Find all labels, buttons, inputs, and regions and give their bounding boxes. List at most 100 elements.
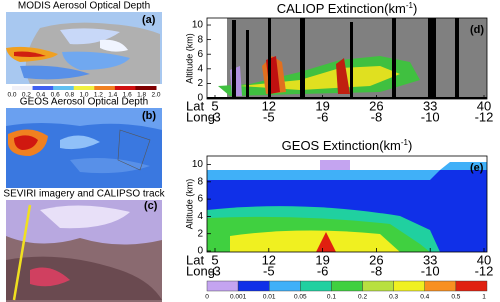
title-part: ) bbox=[408, 138, 412, 153]
superscript: -1 bbox=[401, 138, 409, 147]
long-tick-label: -8 bbox=[371, 109, 383, 124]
curtain-d bbox=[206, 17, 488, 100]
panel-label: (a) bbox=[142, 14, 156, 26]
panel-label: (b) bbox=[142, 110, 156, 122]
lat-tick-label: 33 bbox=[423, 252, 437, 267]
lat-tick-label: 5 bbox=[211, 98, 218, 113]
colorbar-swatch bbox=[331, 280, 363, 292]
y-tick-label: 6 bbox=[197, 49, 203, 60]
y-tick-label: 4 bbox=[197, 211, 203, 222]
long-tick-label: -8 bbox=[371, 263, 383, 278]
y-tick-label: 6 bbox=[197, 194, 203, 205]
colorbar-tick-label: 0 bbox=[205, 294, 209, 301]
panel-label: (e) bbox=[470, 162, 484, 174]
lat-tick-label: 40 bbox=[477, 252, 491, 267]
colorbar-tick-label: 0.3 bbox=[389, 294, 398, 301]
colorbar-swatch bbox=[94, 86, 116, 90]
y-tick-label: 10 bbox=[192, 20, 204, 31]
colorbar-tick-label: 1.6 bbox=[123, 92, 132, 99]
panel-title: GEOS Extinction(km-1) bbox=[282, 138, 413, 153]
lat-tick-label: 40 bbox=[477, 98, 491, 113]
colorbar-swatch bbox=[237, 280, 270, 292]
colorbar-swatch bbox=[32, 86, 54, 90]
y-tick-label: 10 bbox=[192, 159, 204, 170]
colorbar-tick-label: 0.4 bbox=[420, 294, 429, 301]
image-c bbox=[6, 200, 162, 302]
colorbar-swatch bbox=[12, 86, 34, 90]
colorbar-swatch bbox=[53, 86, 75, 90]
colorbar-tick-label: 0.2 bbox=[358, 294, 367, 301]
title-part: ) bbox=[413, 1, 417, 16]
title-part: GEOS Extinction(km bbox=[282, 138, 401, 153]
y-tick-label: 8 bbox=[197, 34, 203, 45]
long-tick-label: -3 bbox=[209, 263, 221, 278]
panel-title: MODIS Aerosol Optical Depth bbox=[18, 1, 150, 12]
long-tick-label: -5 bbox=[263, 263, 275, 278]
long-tick-label: -3 bbox=[209, 109, 221, 124]
y-tick-label: 8 bbox=[197, 176, 203, 187]
long-tick-label: -12 bbox=[475, 109, 494, 124]
y-tick-label: 4 bbox=[197, 63, 203, 74]
colorbar-swatch bbox=[393, 280, 425, 292]
colorbar-tick-label: 0.5 bbox=[451, 294, 460, 301]
colorbar-tick-label: 0.01 bbox=[263, 294, 276, 301]
panel-title: GEOS Aerosol Optical Depth bbox=[20, 97, 148, 108]
lat-label: Lat bbox=[186, 98, 204, 113]
long-tick-label: -12 bbox=[475, 263, 494, 278]
long-tick-label: -6 bbox=[317, 263, 329, 278]
y-tick-label: 0 bbox=[197, 93, 203, 104]
y-tick-label: 2 bbox=[197, 228, 203, 239]
long-tick-label: -10 bbox=[421, 109, 440, 124]
long-label: Long bbox=[186, 109, 215, 124]
lat-tick-label: 19 bbox=[315, 98, 329, 113]
curtain-e bbox=[206, 155, 488, 253]
colorbar-tick-label: 1.4 bbox=[108, 92, 117, 99]
colorbar-swatch bbox=[206, 280, 239, 292]
lat-tick-label: 26 bbox=[369, 252, 383, 267]
colorbar-tick-label: 0.1 bbox=[327, 294, 336, 301]
lat-tick-label: 33 bbox=[423, 98, 437, 113]
panel-label: (c) bbox=[144, 200, 158, 212]
y-tick-label: 2 bbox=[197, 78, 203, 89]
y-tick-label: 0 bbox=[197, 246, 203, 257]
panel-title: CALIOP Extinction(km-1) bbox=[277, 1, 418, 16]
lat-tick-label: 19 bbox=[315, 252, 329, 267]
colorbar-swatch bbox=[424, 280, 457, 292]
long-tick-label: -10 bbox=[421, 263, 440, 278]
colorbar-tick-label: 0.6 bbox=[51, 92, 60, 99]
map-a bbox=[6, 12, 162, 85]
long-tick-label: -5 bbox=[263, 109, 275, 124]
colorbar-tick-label: 0.0 bbox=[7, 92, 16, 99]
title-part: CALIOP Extinction(km bbox=[277, 1, 406, 16]
colorbar-swatch bbox=[455, 280, 488, 292]
lat-tick-label: 26 bbox=[369, 98, 383, 113]
long-tick-label: -6 bbox=[317, 109, 329, 124]
lat-tick-label: 12 bbox=[262, 98, 276, 113]
colorbar-swatch bbox=[362, 280, 394, 292]
colorbar-tick-label: 0.8 bbox=[65, 92, 74, 99]
colorbar-tick-label: 0.001 bbox=[230, 294, 247, 301]
y-axis-label: Altitude (km) bbox=[184, 179, 194, 230]
lat-tick-label: 12 bbox=[262, 252, 276, 267]
colorbar-swatch bbox=[114, 86, 136, 90]
colorbar-tick-label: 0.05 bbox=[294, 294, 307, 301]
colorbar-swatch bbox=[73, 86, 95, 90]
colorbar-swatch bbox=[269, 280, 301, 292]
panel-title: SEVIRI imagery and CALIPSO track bbox=[3, 189, 165, 200]
superscript: -1 bbox=[406, 1, 414, 10]
colorbar-tick-label: 1.8 bbox=[137, 92, 146, 99]
colorbar-tick-label: 2.0 bbox=[151, 92, 160, 99]
colorbar-swatch bbox=[135, 86, 157, 90]
lat-label: Lat bbox=[186, 252, 204, 267]
colorbar-tick-label: 0.4 bbox=[36, 92, 45, 99]
lat-tick-label: 5 bbox=[211, 252, 218, 267]
colorbar-tick-label: 1 bbox=[482, 294, 486, 301]
y-axis-label: Altitude (km) bbox=[184, 33, 194, 84]
colorbar-tick-label: 1.2 bbox=[94, 92, 103, 99]
colorbar-tick-label: 0.2 bbox=[22, 92, 31, 99]
long-label: Long bbox=[186, 263, 215, 278]
map-b bbox=[6, 108, 162, 188]
colorbar-swatch bbox=[300, 280, 332, 292]
panel-label: (d) bbox=[470, 24, 484, 36]
